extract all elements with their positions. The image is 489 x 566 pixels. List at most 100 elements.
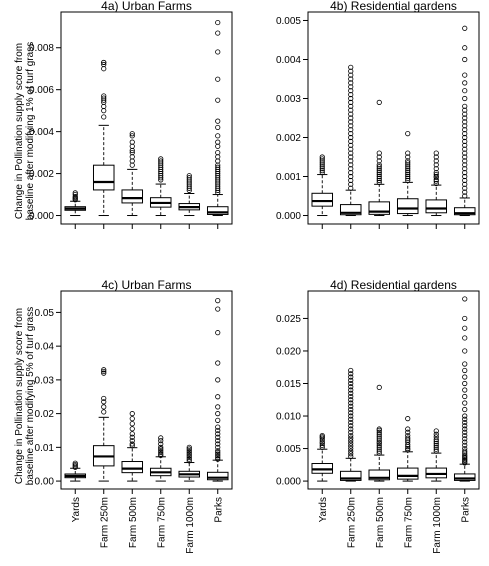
plot-frame [60,290,233,490]
outlier-point [376,429,382,435]
iqr-box [311,192,334,207]
boxplot-farm-250m [92,59,115,217]
iqr-box [396,198,419,215]
outlier-point [376,177,382,184]
outlier-point [129,441,135,447]
outlier-point [319,162,325,168]
outlier-point [319,439,325,445]
outlier-point [405,439,411,445]
outlier-point [348,131,354,137]
outlier-point [462,146,468,152]
boxplot-farm-500m [121,131,144,217]
outlier-point [348,390,354,396]
outlier-point [405,158,411,164]
outlier-point [462,419,468,426]
outlier-point [462,123,468,129]
outlier-point [101,409,107,415]
outlier-point [215,424,221,430]
outlier-point [158,449,164,456]
y-tick-label: 0.025 [276,314,301,325]
outlier-point [462,166,468,172]
outlier-point [72,190,78,196]
outlier-point [405,131,411,137]
iqr-box [453,473,476,481]
outlier-point [348,111,354,117]
outlier-point [462,325,468,331]
outlier-point [158,158,164,164]
y-tick-label: 0.005 [276,444,301,455]
outlier-point [348,64,354,70]
outlier-point [101,66,107,72]
outlier-point [462,296,468,302]
outlier-point [215,377,221,383]
outlier-point [376,154,382,160]
outlier-point [462,335,468,341]
plot-frame [307,290,480,490]
x-tick-label: Farm 750m [156,497,167,548]
outlier-point [348,371,354,377]
outlier-point [215,444,221,450]
outlier-point [215,434,221,440]
outlier-point [158,451,164,457]
iqr-box [206,206,229,215]
outlier-point [215,360,221,366]
outlier-point [462,452,468,458]
outlier-point [348,146,354,152]
outlier-point [376,170,382,176]
outlier-point [348,423,354,429]
outlier-point [101,59,107,66]
outlier-point [348,181,354,187]
y-tick-label: 0.01 [35,443,55,454]
outlier-point [215,154,221,160]
outlier-point [348,72,354,78]
outlier-point [319,158,325,164]
outlier-point [462,142,468,148]
outlier-point [376,439,382,445]
outlier-point [376,162,382,168]
y-tick-label: 0.001 [276,172,301,183]
outlier-point [462,154,468,160]
boxplot-parks [453,296,476,482]
outlier-point [215,76,221,82]
outlier-point [348,384,354,390]
outlier-point [348,162,354,168]
outlier-point [376,175,382,182]
outlier-point [158,446,164,452]
iqr-box [368,469,391,481]
outlier-point [101,61,107,68]
outlier-point [215,158,221,164]
outlier-point [158,435,164,441]
outlier-point [348,429,354,435]
outlier-point [215,449,221,456]
boxplot-parks [206,298,229,482]
outlier-point [376,442,382,448]
outlier-point [186,444,192,450]
iqr-box [121,461,144,474]
plot-frame [60,11,233,225]
y-tick-label: 0.002 [29,169,54,180]
ylabel-row-1-line-2: baseline after modifying 1% of turf gras… [25,42,36,220]
outlier-point [462,380,468,387]
outlier-point [405,168,411,174]
y-tick-label: 0.003 [276,94,301,105]
outlier-point [462,185,468,191]
outlier-point [129,154,135,160]
outlier-point [462,111,468,117]
outlier-point [101,114,107,120]
outlier-point [72,194,78,200]
outlier-point [158,444,164,450]
plot-frame [307,11,480,225]
outlier-point [376,179,382,185]
y-tick-label: 0.002 [276,133,301,144]
outlier-point [348,150,354,156]
outlier-point [405,435,411,441]
boxplot-farm-1000m [425,428,448,482]
ylabel-row-1: Change in Pollination supply score from … [14,42,36,220]
boxplot-parks [206,19,229,217]
boxplot-farm-750m [149,156,172,217]
outlier-point [462,107,468,113]
outlier-point [433,177,439,183]
outlier-point [215,454,221,461]
outlier-point [462,439,468,445]
outlier-point [215,118,221,124]
